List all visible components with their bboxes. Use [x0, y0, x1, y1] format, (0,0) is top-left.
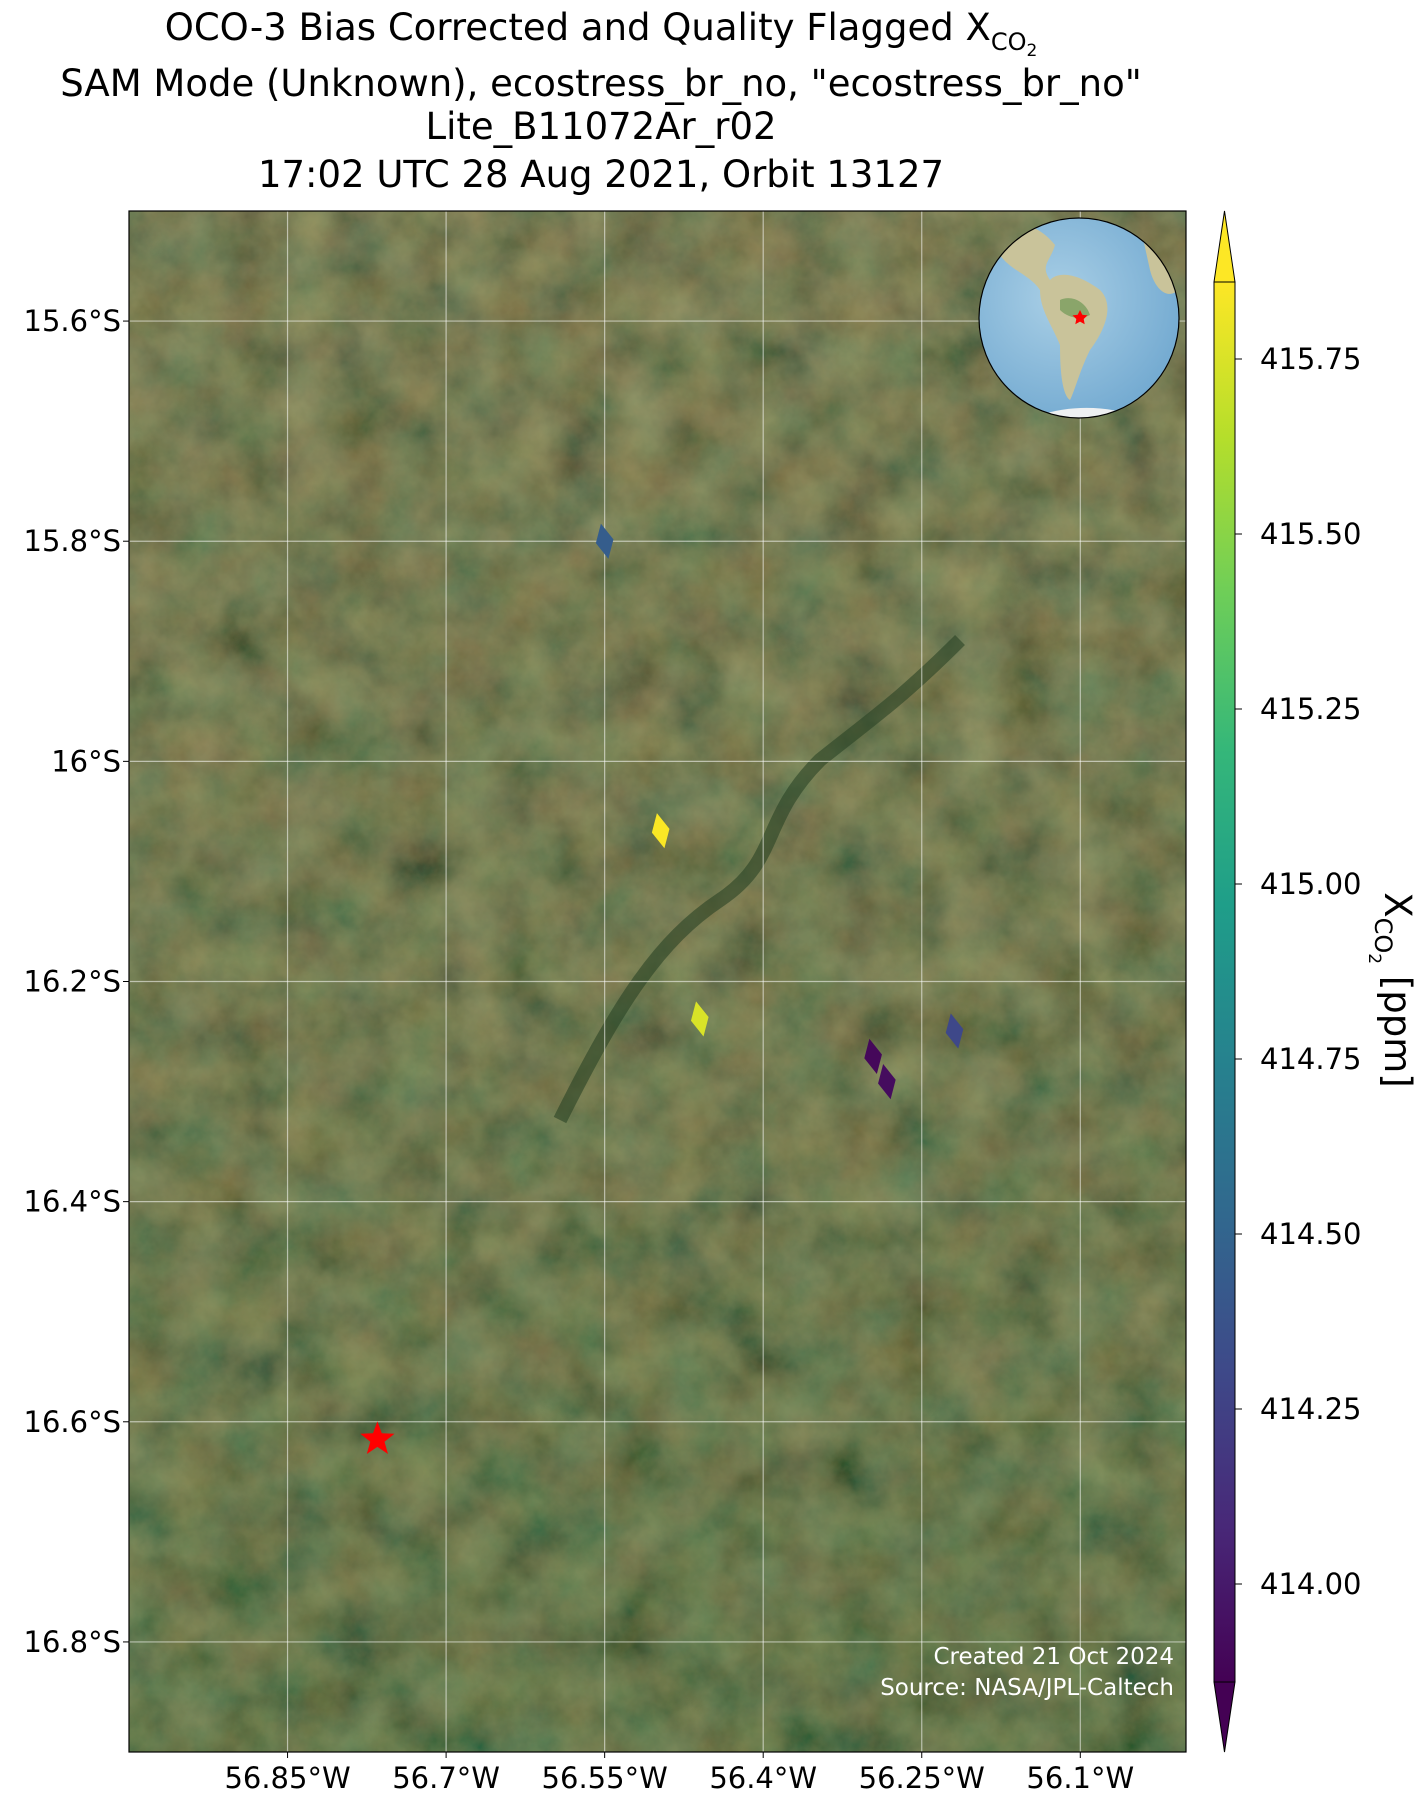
colorbar-tick-label: 414.25 — [1260, 1392, 1361, 1426]
y-tick-label: 16°S — [51, 744, 121, 778]
globe-location-marker — [1072, 310, 1088, 325]
continent — [985, 221, 1108, 400]
title-subsub: 2 — [1026, 41, 1037, 61]
sounding — [651, 813, 670, 849]
colorbar-tick-label: 414.75 — [1260, 1042, 1361, 1076]
sounding — [690, 1001, 709, 1037]
x-tick-label: 56.85°W — [224, 1761, 350, 1795]
y-tick-label: 16.8°S — [24, 1625, 121, 1659]
subtitle: 17:02 UTC 28 Aug 2021, Orbit 13127 — [258, 153, 944, 196]
annotations: Created 21 Oct 2024 Source: NASA/JPL-Cal… — [880, 1644, 1174, 1701]
colorbar-tick-label: 415.25 — [1260, 692, 1361, 726]
sounding — [945, 1013, 964, 1049]
sounding — [595, 523, 614, 559]
river — [553, 635, 965, 1124]
colorbar-label-unit: [ppm] — [1376, 964, 1419, 1088]
x-tick-label: 56.25°W — [859, 1761, 985, 1795]
x-tick-label: 56.7°W — [392, 1761, 500, 1795]
colorbar-tick-label: 415.75 — [1260, 342, 1361, 376]
subtitle: Lite_B11072Ar_r02 — [425, 105, 776, 148]
x-tick-label: 56.1°W — [1026, 1761, 1134, 1795]
subtitle: SAM Mode (Unknown), ecostress_br_no, "ec… — [60, 62, 1142, 105]
x-tick-label: 56.55°W — [542, 1761, 668, 1795]
y-tick-label: 15.8°S — [24, 524, 121, 558]
colorbar-tick-label: 415.50 — [1260, 517, 1361, 551]
y-tick-label: 16.2°S — [24, 965, 121, 999]
sounding — [864, 1038, 882, 1074]
colorbar-label-sub: CO — [1369, 918, 1397, 954]
colorbar-extend-top — [1213, 210, 1236, 283]
x-tick-label: 56.4°W — [709, 1761, 817, 1795]
annotation: Created 21 Oct 2024 — [933, 1644, 1174, 1670]
chart-title: OCO-3 Bias Corrected and Quality Flagged… — [165, 6, 1038, 61]
title-text: OCO-3 Bias Corrected and Quality Flagged… — [165, 6, 991, 49]
globe-outline — [978, 217, 1180, 419]
sounding — [878, 1064, 896, 1100]
colorbar-tick-label: 415.00 — [1260, 867, 1361, 901]
colorbar-body — [1213, 281, 1236, 1683]
annotation: Source: NASA/JPL-Caltech — [880, 1675, 1174, 1701]
title-sub: CO — [991, 28, 1027, 56]
continent — [1060, 298, 1090, 318]
y-tick-label: 15.6°S — [24, 304, 121, 338]
y-tick-label: 16.6°S — [24, 1405, 121, 1439]
title-block: OCO-3 Bias Corrected and Quality Flagged… — [60, 6, 1142, 196]
colorbar: XCO2 [ppm] — [1213, 210, 1419, 1753]
colorbar-label-text: X — [1376, 892, 1419, 917]
colorbar-label: XCO2 [ppm] — [1364, 892, 1419, 1088]
colorbar-tick-label: 414.00 — [1260, 1567, 1361, 1601]
colorbar-label-subsub: 2 — [1364, 953, 1384, 964]
colorbar-extend-bottom — [1213, 1681, 1236, 1753]
colorbar-tick-label: 414.50 — [1260, 1217, 1361, 1251]
site-marker — [360, 1421, 395, 1454]
y-tick-label: 16.4°S — [24, 1185, 121, 1219]
